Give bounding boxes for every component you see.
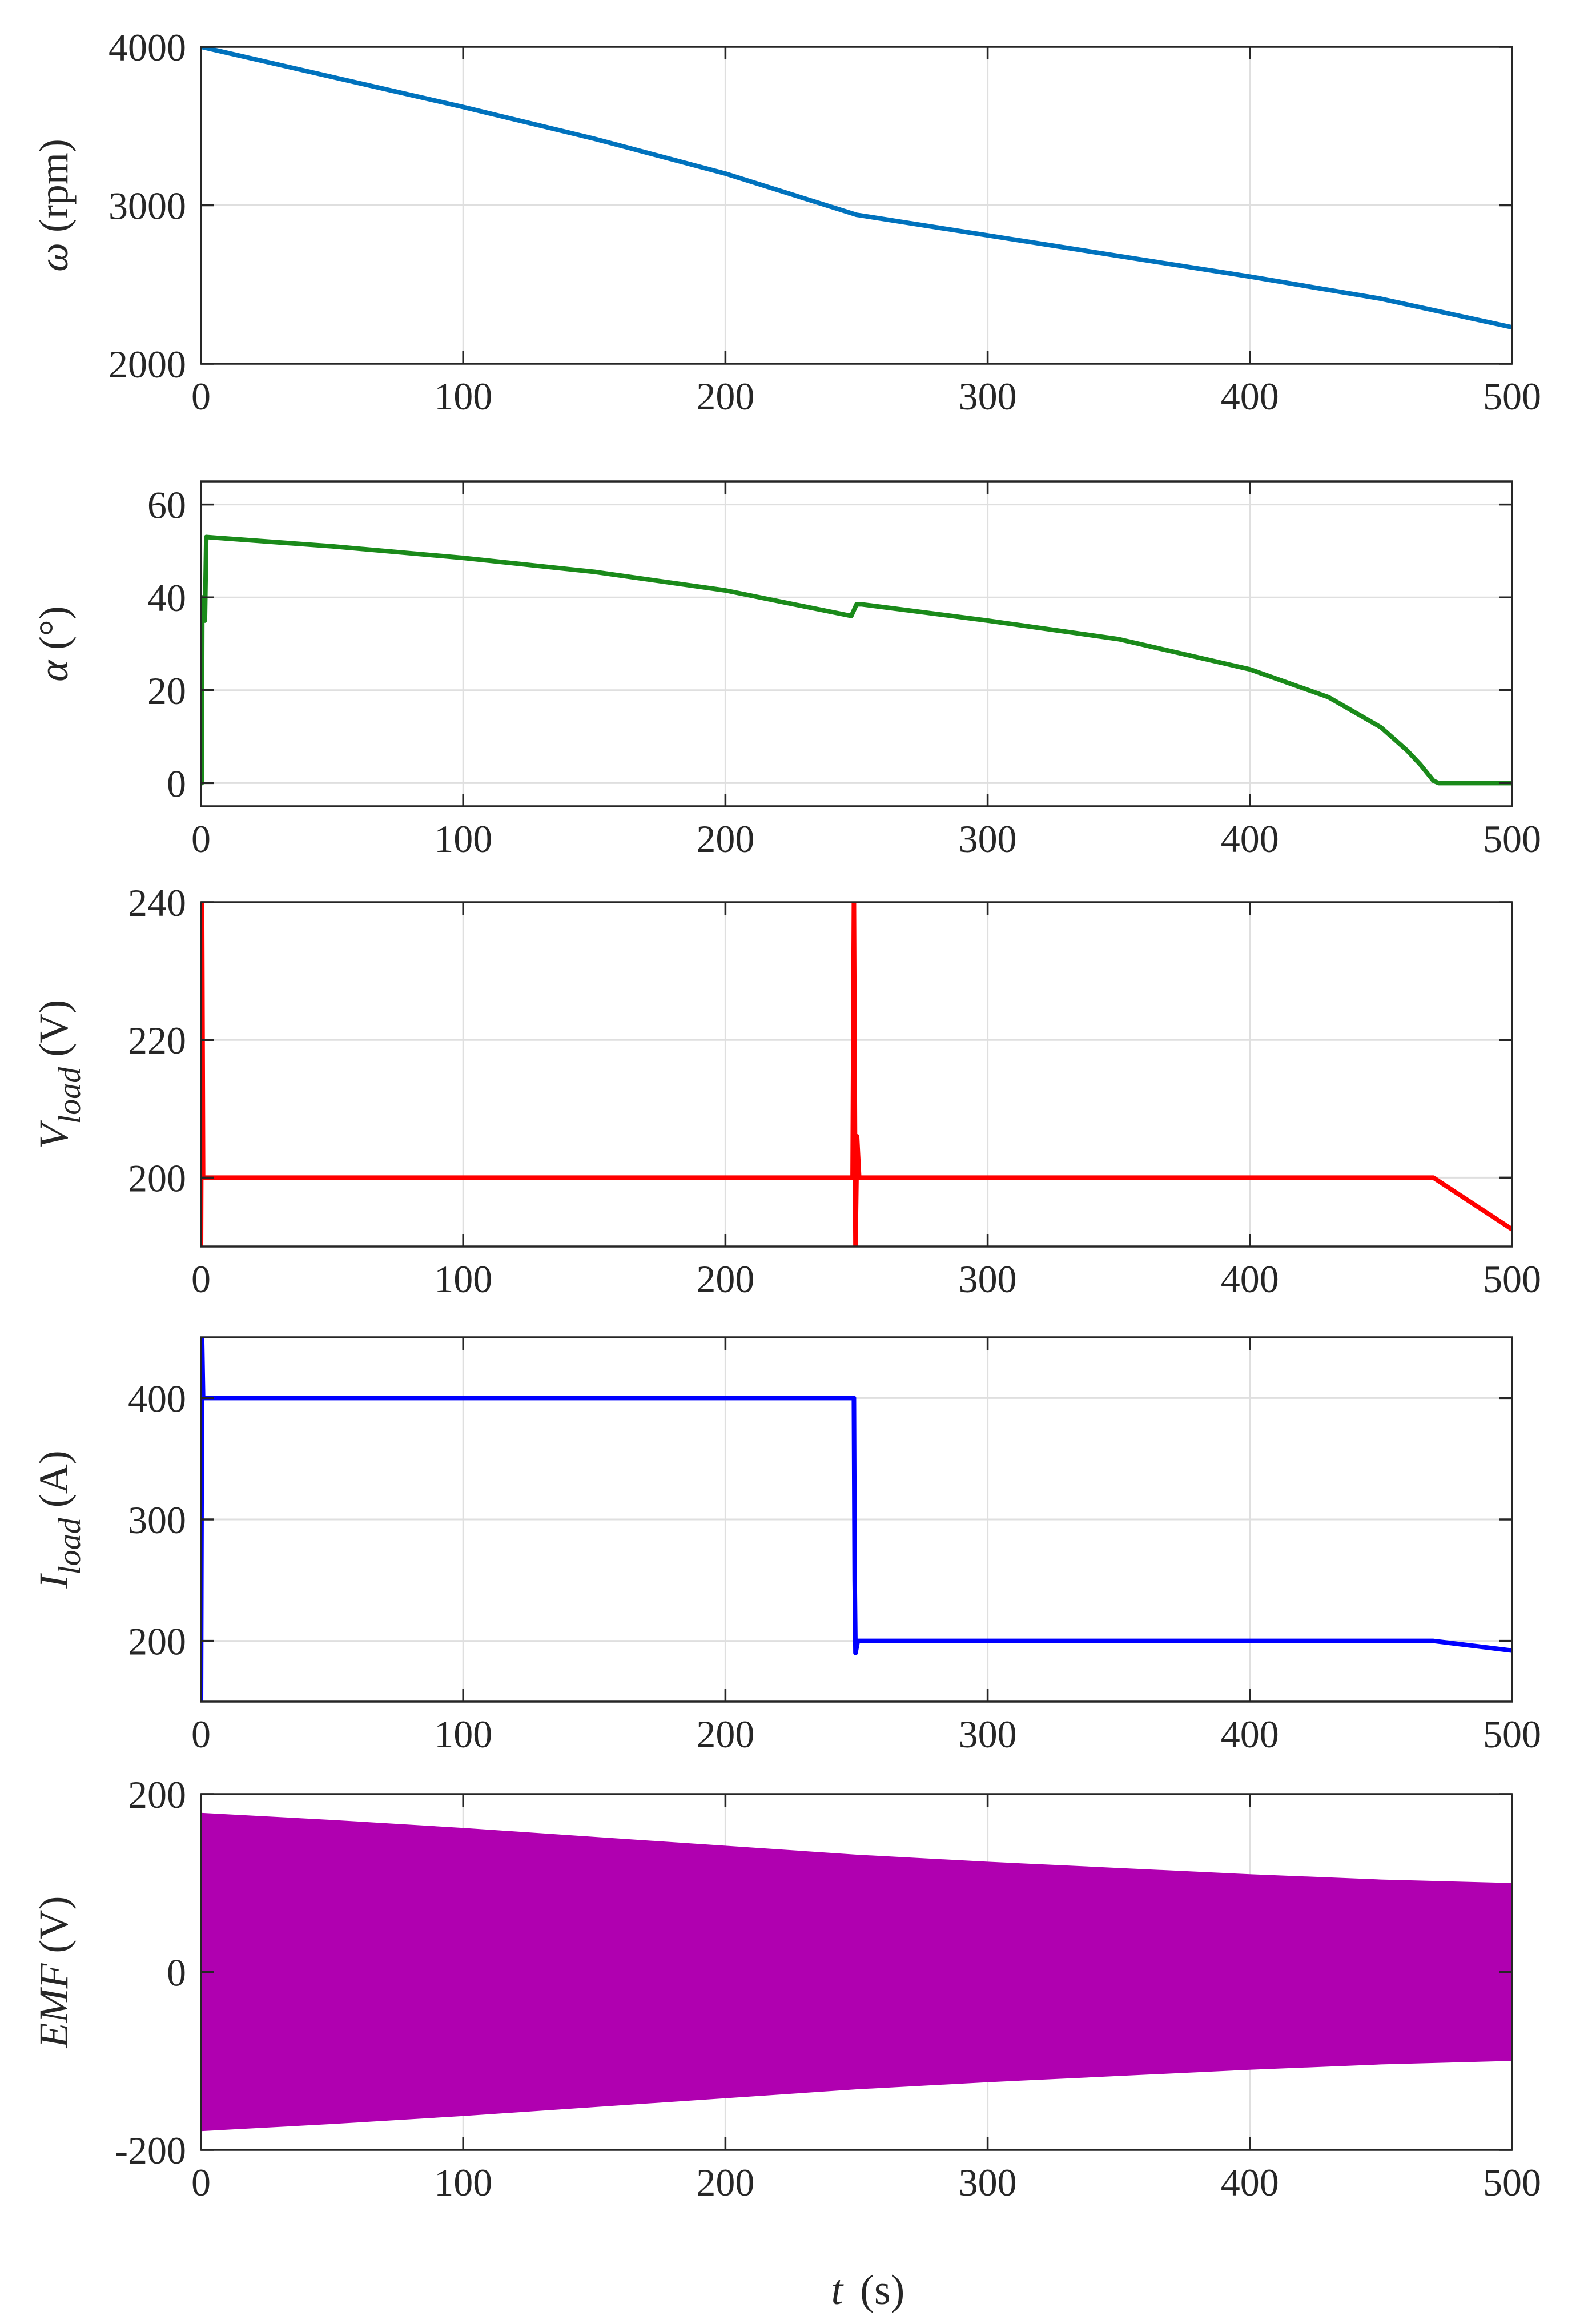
y-tick-label: 200 xyxy=(128,1773,186,1816)
x-tick-label: 200 xyxy=(696,1257,754,1301)
y-tick-label: 2000 xyxy=(108,343,186,386)
y-tick-label: 40 xyxy=(147,576,186,620)
panel-2: 0 100 200 300 400 500 0 20 40 60 α(°) xyxy=(31,480,1541,861)
x-tick-label: 500 xyxy=(1483,1712,1541,1756)
x-tick-label: 100 xyxy=(434,1257,492,1301)
x-tick-label: 500 xyxy=(1483,1257,1541,1301)
y-tick-label: 0 xyxy=(167,1951,186,1995)
y-tick-label: 3000 xyxy=(108,184,186,228)
x-tick-label: 400 xyxy=(1221,1257,1279,1301)
axes-box xyxy=(200,901,1513,1248)
x-tick-label: 400 xyxy=(1221,1712,1279,1756)
x-tick-label: 300 xyxy=(959,2161,1017,2204)
series-line xyxy=(201,534,1512,786)
y-tick-label: 240 xyxy=(128,881,186,924)
x-tick-label: 0 xyxy=(191,2161,211,2204)
y-tick-label: 20 xyxy=(147,669,186,713)
y-axis-label: EMF(V) xyxy=(31,1896,77,2049)
x-tick-label: 200 xyxy=(696,817,754,861)
x-tick-label: 400 xyxy=(1221,2161,1279,2204)
y-axis-label: ω(rpm) xyxy=(31,139,77,272)
y-tick-label: 4000 xyxy=(108,26,186,69)
y-tick-label: 400 xyxy=(128,1377,186,1420)
x-tick-label: 200 xyxy=(696,2161,754,2204)
x-tick-label: 0 xyxy=(191,375,211,418)
series-line xyxy=(201,902,1512,1247)
panel-1: 0 100 200 300 400 500 2000 3000 4000 ω(rpm) xyxy=(31,26,1541,418)
x-tick-label: 500 xyxy=(1483,817,1541,861)
x-tick-label: 500 xyxy=(1483,375,1541,418)
x-tick-label: 400 xyxy=(1221,817,1279,861)
series-line xyxy=(201,47,1512,330)
x-tick-label: 300 xyxy=(959,817,1017,861)
x-tick-label: 200 xyxy=(696,375,754,418)
panel-4: 0 100 200 300 400 500 200 300 400 Iload(A) xyxy=(31,1336,1541,1756)
x-tick-label: 300 xyxy=(959,1257,1017,1301)
y-tick-label: 0 xyxy=(167,762,186,805)
x-tick-label: 100 xyxy=(434,375,492,418)
y-axis-label: Vload(V) xyxy=(31,1000,87,1149)
x-tick-label: 0 xyxy=(191,817,211,861)
y-tick-label: 220 xyxy=(128,1019,186,1062)
x-tick-label: 100 xyxy=(434,817,492,861)
x-tick-label: 400 xyxy=(1221,375,1279,418)
y-tick-label: 200 xyxy=(128,1620,186,1663)
x-tick-label: 500 xyxy=(1483,2161,1541,2204)
x-tick-label: 100 xyxy=(434,2161,492,2204)
y-tick-label: 200 xyxy=(128,1156,186,1200)
x-tick-label: 200 xyxy=(696,1712,754,1756)
x-tick-label: 300 xyxy=(959,375,1017,418)
emf-envelope xyxy=(201,1812,1512,2132)
x-tick-label: 0 xyxy=(191,1712,211,1756)
y-tick-label: -200 xyxy=(115,2129,186,2172)
x-axis-label: t (s) xyxy=(831,2267,905,2314)
y-tick-label: 60 xyxy=(147,484,186,527)
panel-3: 0 100 200 300 400 500 200 220 240 Vload(V) xyxy=(31,881,1541,1301)
x-tick-label: 0 xyxy=(191,1257,211,1301)
y-axis-label: Iload(A) xyxy=(31,1450,87,1589)
x-tick-label: 100 xyxy=(434,1712,492,1756)
y-axis-label: α(°) xyxy=(31,606,77,682)
axes-box xyxy=(200,480,1513,807)
y-tick-label: 300 xyxy=(128,1498,186,1542)
x-tick-label: 300 xyxy=(959,1712,1017,1756)
